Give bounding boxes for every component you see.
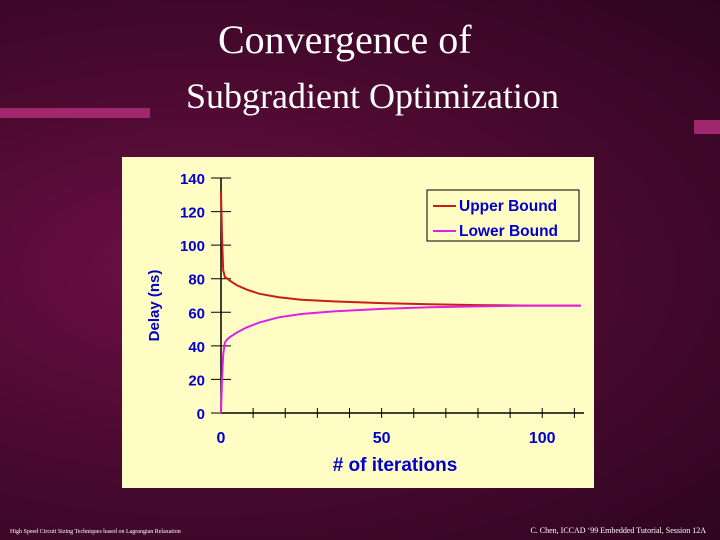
decorative-bar-right bbox=[694, 120, 720, 134]
y-axis-label: Delay (ns) bbox=[146, 270, 163, 342]
legend-box bbox=[426, 189, 580, 242]
series-line-upper-bound bbox=[220, 191, 581, 307]
y-tick-label: 80 bbox=[188, 272, 205, 289]
chart-panel: 0 20 40 60 80 100 120 140 0 50 100 Upper Bound Low… bbox=[122, 157, 594, 488]
slide-title-line-2: Subgradient Optimization bbox=[186, 76, 559, 116]
legend-label: Upper Bound bbox=[459, 198, 557, 215]
y-tick-label: 120 bbox=[180, 205, 205, 222]
series-line-lower-bound bbox=[220, 304, 581, 414]
legend-label: Lower Bound bbox=[459, 223, 558, 240]
footer-right-text: C. Chen, ICCAD ‘99 Embedded Tutorial, Se… bbox=[530, 526, 706, 535]
convergence-chart: 0 20 40 60 80 100 120 140 0 50 100 Upper Bound Low… bbox=[146, 171, 584, 476]
y-tick-label: 20 bbox=[188, 372, 205, 389]
footer-left-text: High Speed Circuit Sizing Techniques bas… bbox=[10, 529, 181, 535]
y-tick-label: 40 bbox=[188, 339, 205, 356]
y-tick-label: 0 bbox=[197, 406, 205, 423]
legend: Upper Bound Lower Bound bbox=[426, 189, 580, 242]
decorative-bar-left bbox=[0, 108, 150, 118]
slide-title-line-1: Convergence of bbox=[218, 17, 472, 62]
x-tick-label: 100 bbox=[529, 430, 556, 447]
series-group bbox=[220, 191, 581, 414]
x-tick-label: 50 bbox=[373, 430, 391, 447]
y-tick-label: 100 bbox=[180, 238, 205, 255]
x-axis-label: # of iterations bbox=[333, 455, 458, 476]
y-axis: 0 20 40 60 80 100 120 140 bbox=[180, 171, 231, 423]
y-tick-label: 60 bbox=[188, 305, 205, 322]
x-tick-label: 0 bbox=[217, 430, 226, 447]
x-axis: 0 50 100 bbox=[217, 408, 584, 447]
y-tick-label: 140 bbox=[180, 171, 205, 188]
